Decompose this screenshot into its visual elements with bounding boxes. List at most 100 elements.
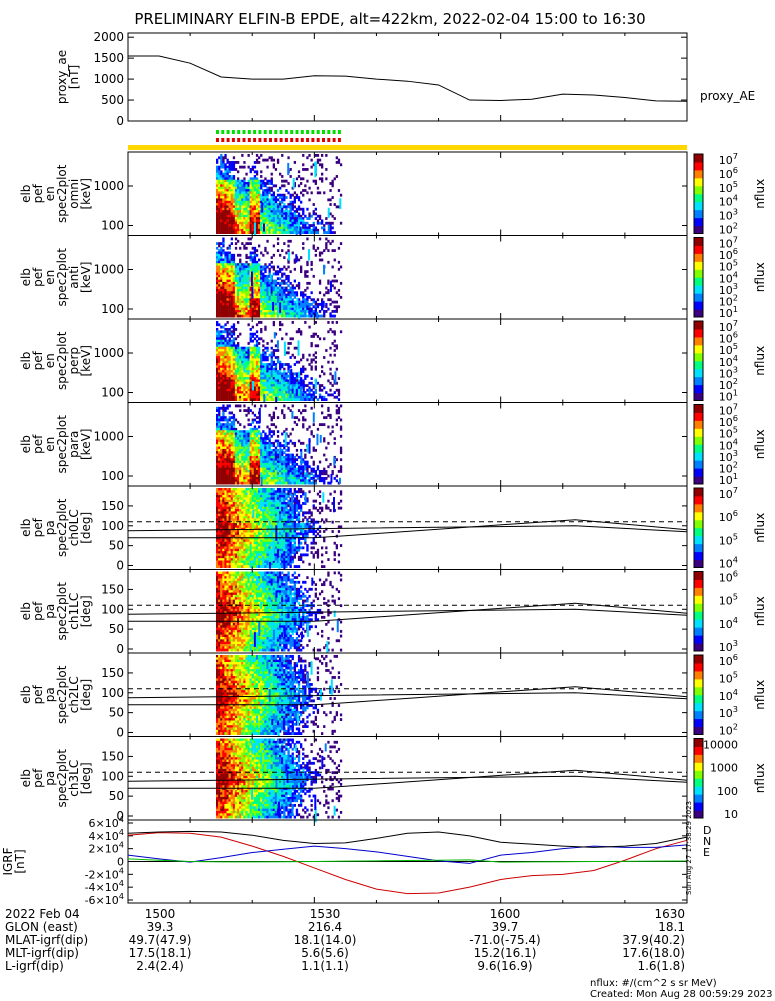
- data-cell: [300, 256, 302, 259]
- data-cell: [336, 423, 338, 426]
- data-cell: [285, 398, 287, 401]
- data-cell: [313, 449, 315, 452]
- data-cell: [302, 247, 304, 250]
- data-cell: [229, 419, 231, 422]
- data-cell: [304, 449, 306, 452]
- data-cell: [332, 384, 334, 387]
- data-cell: [308, 154, 310, 157]
- data-cell: [287, 266, 289, 269]
- data-cell: [281, 323, 283, 326]
- colorbar-label: nflux: [753, 346, 767, 376]
- data-cell: [329, 463, 331, 466]
- data-cell: [216, 398, 218, 401]
- data-cell: [321, 173, 323, 176]
- data-cell: [260, 398, 262, 401]
- data-cell: [316, 434, 318, 445]
- data-cell: [287, 240, 289, 243]
- data-cell: [300, 222, 302, 225]
- data-cell: [290, 356, 292, 359]
- data-cell: [262, 184, 264, 187]
- data-cell: [315, 351, 317, 354]
- data-cell: [317, 298, 319, 301]
- data-cell: [317, 222, 319, 225]
- data-cell: [273, 433, 275, 436]
- flag-mark-green: [216, 130, 219, 134]
- data-cell: [311, 344, 313, 347]
- data-cell: [216, 161, 218, 164]
- data-cell: [266, 349, 268, 352]
- data-cell: [300, 442, 302, 445]
- data-cell: [332, 215, 334, 218]
- data-cell: [233, 231, 235, 234]
- data-cell: [292, 294, 294, 297]
- data-cell: [325, 231, 327, 234]
- data-cell: [260, 315, 262, 318]
- data-cell: [327, 414, 329, 417]
- colorbar-segment: [694, 377, 703, 385]
- data-cell: [222, 330, 224, 333]
- colorbar-segment: [694, 405, 703, 413]
- data-cell: [333, 457, 335, 466]
- data-cell: [281, 275, 283, 278]
- data-cell: [283, 180, 285, 183]
- data-cell: [237, 321, 239, 324]
- data-cell: [323, 398, 325, 401]
- data-cell: [256, 249, 258, 252]
- data-cell: [237, 254, 239, 257]
- data-cell: [227, 482, 229, 485]
- data-cell: [327, 308, 329, 311]
- data-cell: [338, 189, 340, 192]
- data-cell: [222, 315, 224, 318]
- data-cell: [300, 177, 302, 180]
- data-cell: [306, 263, 308, 266]
- data-cell: [317, 187, 319, 190]
- data-cell: [300, 372, 302, 375]
- colorbar-segment: [694, 345, 703, 353]
- data-cell: [319, 177, 321, 180]
- data-cell: [273, 273, 275, 276]
- data-cell: [283, 256, 285, 259]
- data-cell: [279, 218, 281, 227]
- data-cell: [298, 309, 300, 319]
- flag-mark-red: [274, 138, 277, 142]
- flag-mark-green: [221, 130, 224, 134]
- data-cell: [336, 419, 338, 422]
- data-cell: [321, 398, 323, 401]
- data-cell: [317, 382, 319, 385]
- data-cell: [239, 231, 241, 234]
- data-cell: [327, 426, 329, 429]
- data-cell: [338, 247, 340, 250]
- data-cell: [321, 222, 323, 225]
- data-cell: [296, 416, 298, 419]
- data-cell: [256, 323, 258, 326]
- data-cell: [252, 335, 254, 338]
- data-cell: [332, 240, 334, 243]
- data-cell: [294, 201, 296, 204]
- data-cell: [271, 261, 273, 264]
- data-cell: [264, 347, 266, 350]
- data-cell: [311, 315, 313, 318]
- data-cell: [287, 280, 289, 283]
- data-cell: [231, 398, 233, 401]
- data-cell: [281, 249, 283, 252]
- data-cell: [235, 168, 237, 171]
- data-cell: [235, 405, 237, 408]
- data-cell: [271, 189, 273, 192]
- data-cell: [311, 263, 313, 266]
- data-cell: [327, 393, 329, 396]
- data-cell: [321, 423, 323, 426]
- data-cell: [325, 222, 327, 225]
- data-cell: [315, 361, 317, 364]
- data-cell: [248, 342, 250, 345]
- data-cell: [334, 340, 336, 343]
- data-cell: [315, 217, 317, 220]
- data-cell: [290, 342, 292, 345]
- data-cell: [248, 154, 250, 157]
- data-cell: [304, 398, 306, 401]
- data-cell: [294, 416, 296, 419]
- data-cell: [239, 482, 241, 485]
- data-cell: [266, 166, 268, 169]
- data-cell: [277, 435, 279, 438]
- data-cell: [302, 194, 304, 197]
- colorbar-segment: [694, 309, 703, 317]
